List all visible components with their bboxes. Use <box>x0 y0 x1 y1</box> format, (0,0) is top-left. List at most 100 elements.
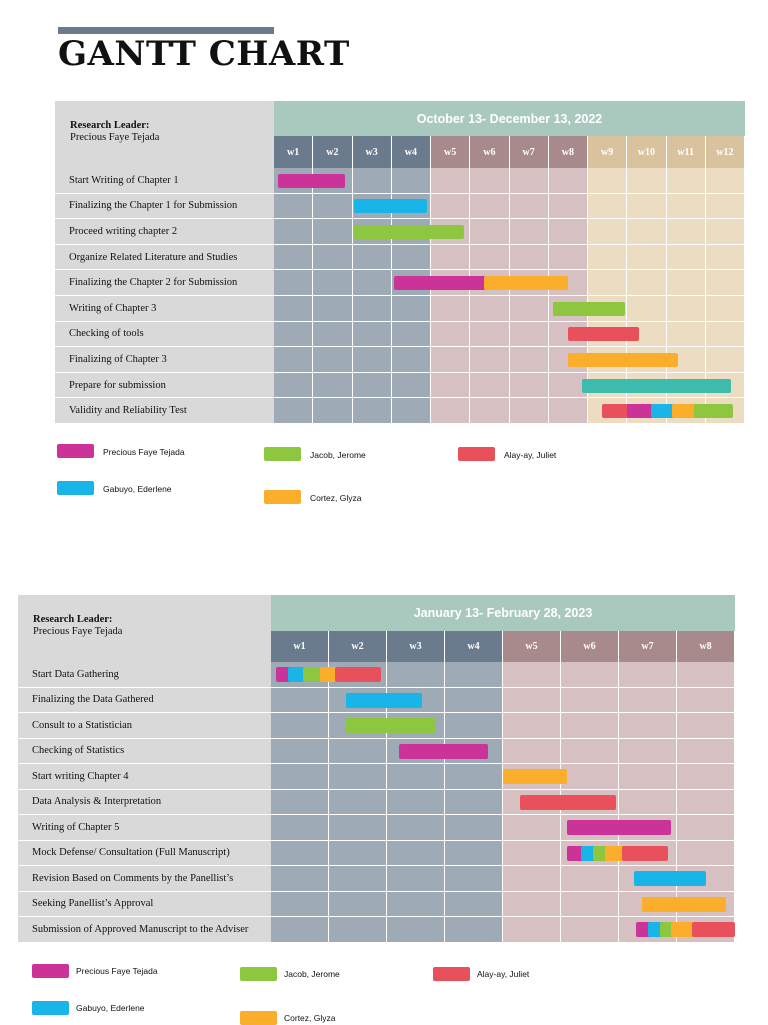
legend-swatch <box>32 964 69 978</box>
grid-cell <box>705 270 745 296</box>
grid-cell <box>627 168 667 194</box>
task-bar <box>277 173 345 188</box>
grid-cell <box>352 168 392 194</box>
grid-cell <box>313 321 353 348</box>
grid-cell <box>271 840 329 866</box>
task-bar <box>552 301 626 316</box>
grid-cell <box>509 398 549 424</box>
grid-cell <box>627 219 667 245</box>
grid-cell <box>271 891 329 917</box>
grid-cell <box>548 398 588 424</box>
week-header-w3: w3 <box>352 136 392 168</box>
grid-cell <box>666 296 706 322</box>
grid-cell <box>666 193 706 220</box>
grid-cell <box>352 244 392 271</box>
week-header-w8: w8 <box>677 631 735 662</box>
grid-cell <box>387 917 445 943</box>
grid-cell <box>271 738 329 764</box>
legend-swatch <box>264 447 301 461</box>
grid-cell <box>313 296 353 322</box>
grid-cell <box>445 687 503 713</box>
week-header-w2: w2 <box>329 631 387 662</box>
grid-cell <box>666 321 706 348</box>
task-label: Writing of Chapter 5 <box>18 815 271 841</box>
grid-cell <box>509 219 549 245</box>
grid-cell <box>313 219 353 245</box>
grid-cell <box>274 270 314 296</box>
grid-cell <box>271 764 329 790</box>
task-bar <box>650 404 675 419</box>
grid-cell <box>561 891 619 917</box>
task-label: Finalizing of Chapter 3 <box>55 347 274 373</box>
grid-cell <box>588 244 628 271</box>
grid-cell <box>387 891 445 917</box>
grid-cell <box>391 347 431 373</box>
grid-cell <box>627 270 667 296</box>
grid-cell <box>387 866 445 892</box>
grid-cell <box>329 738 387 764</box>
grid-cell <box>561 662 619 688</box>
task-label: Start writing Chapter 4 <box>18 764 271 790</box>
grid-cell <box>705 321 745 348</box>
week-header-w5: w5 <box>503 631 561 662</box>
grid-cell <box>352 372 392 399</box>
week-header-w1: w1 <box>274 136 314 168</box>
task-bar <box>691 922 735 938</box>
task-bar <box>672 404 696 419</box>
task-label: Data Analysis & Interpretation <box>18 789 271 815</box>
grid-cell <box>431 347 471 373</box>
grid-cell <box>666 270 706 296</box>
grid-cell <box>588 270 628 296</box>
task-bar <box>354 199 428 214</box>
grid-cell <box>548 219 588 245</box>
grid-cell <box>274 321 314 348</box>
date-range-header: October 13- December 13, 2022 <box>274 101 745 136</box>
grid-cell <box>588 219 628 245</box>
grid-cell <box>619 662 677 688</box>
grid-cell <box>705 244 745 271</box>
grid-cell <box>271 713 329 739</box>
grid-cell <box>313 347 353 373</box>
grid-cell <box>509 168 549 194</box>
grid-cell <box>503 917 561 943</box>
grid-cell <box>470 398 510 424</box>
grid-cell <box>352 296 392 322</box>
grid-cell <box>445 662 503 688</box>
grid-cell <box>352 321 392 348</box>
grid-cell <box>271 687 329 713</box>
grid-cell <box>509 296 549 322</box>
grid-cell <box>274 244 314 271</box>
task-bar <box>393 276 504 291</box>
grid-cell <box>445 815 503 841</box>
legend-swatch <box>433 967 470 981</box>
grid-cell <box>470 372 510 399</box>
grid-cell <box>431 193 471 220</box>
grid-cell <box>387 662 445 688</box>
task-label: Start Writing of Chapter 1 <box>55 168 274 194</box>
week-header-w10: w10 <box>627 136 667 168</box>
week-header-w9: w9 <box>588 136 628 168</box>
task-label: Checking of Statistics <box>18 738 271 764</box>
week-header-w1: w1 <box>271 631 329 662</box>
grid-cell <box>274 296 314 322</box>
task-label: Mock Defense/ Consultation (Full Manuscr… <box>18 840 271 866</box>
task-label: Finalizing the Chapter 1 for Submission <box>55 193 274 220</box>
grid-cell <box>627 244 667 271</box>
grid-cell <box>445 866 503 892</box>
grid-cell <box>391 244 431 271</box>
grid-cell <box>431 244 471 271</box>
page-title: GANTT CHART <box>58 34 350 74</box>
grid-cell <box>431 168 471 194</box>
grid-cell <box>274 398 314 424</box>
grid-cell <box>391 168 431 194</box>
task-bar <box>503 769 567 785</box>
grid-cell <box>588 168 628 194</box>
grid-cell <box>503 815 561 841</box>
grid-cell <box>431 398 471 424</box>
leader-name: Precious Faye Tejada <box>70 132 160 143</box>
week-header-w6: w6 <box>561 631 619 662</box>
task-label: Revision Based on Comments by the Panell… <box>18 866 271 892</box>
grid-cell <box>391 398 431 424</box>
grid-cell <box>274 347 314 373</box>
grid-cell <box>677 840 735 866</box>
